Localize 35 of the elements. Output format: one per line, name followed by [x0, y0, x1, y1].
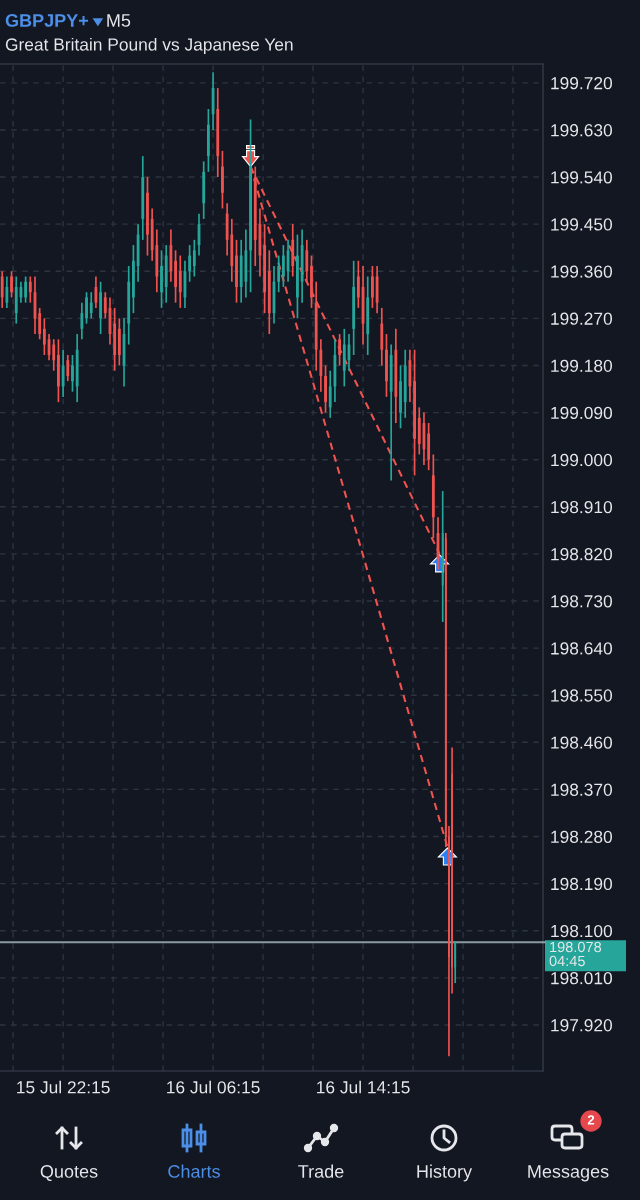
ref-line-label: 198.078 — [550, 941, 602, 953]
text: Trade — [298, 1164, 344, 1178]
y-tick-label: 198.730 — [551, 595, 613, 608]
x-tick-label: 16 Jul 06:15 — [167, 1080, 260, 1094]
y-tick-label: 198.010 — [551, 972, 613, 985]
text: History — [417, 1164, 473, 1182]
text: Charts — [168, 1164, 220, 1178]
text: 2 — [587, 1115, 595, 1125]
y-tick-label: 199.720 — [551, 77, 613, 90]
y-tick-label: 198.280 — [551, 830, 613, 843]
text: M5 — [107, 14, 131, 27]
y-tick-label: 199.000 — [551, 453, 613, 467]
y-tick-label: 198.640 — [551, 642, 613, 655]
text: Quotes — [40, 1165, 98, 1182]
y-tick-label: 198.190 — [551, 877, 613, 891]
y-tick-label: 198.550 — [551, 689, 613, 702]
y-tick-label: 199.180 — [551, 359, 613, 372]
y-tick-label: 198.820 — [551, 548, 613, 561]
y-tick-label: 197.920 — [551, 1019, 613, 1032]
y-tick-label: 199.270 — [551, 312, 613, 325]
y-tick-label: 199.540 — [551, 171, 613, 184]
y-tick-label: 199.090 — [551, 406, 613, 420]
chart-title: GBPJPY+ — [5, 14, 89, 27]
y-tick-label: 199.450 — [551, 218, 613, 231]
y-tick-label: 198.370 — [551, 783, 613, 796]
y-tick-label: 199.360 — [551, 265, 613, 278]
text: Messages — [528, 1165, 609, 1182]
x-tick-label: 16 Jul 14:15 — [317, 1080, 410, 1094]
y-tick-label: 198.460 — [551, 736, 613, 749]
y-tick-label: 198.910 — [551, 500, 613, 514]
text: 04:45 — [549, 955, 585, 967]
chart-subtitle: Great Britain Pound vs Japanese Yen — [5, 37, 293, 55]
y-tick-label: 199.630 — [551, 124, 613, 137]
y-tick-label: 198.100 — [551, 924, 613, 938]
x-tick-label: 15 Jul 22:15 — [17, 1080, 110, 1094]
